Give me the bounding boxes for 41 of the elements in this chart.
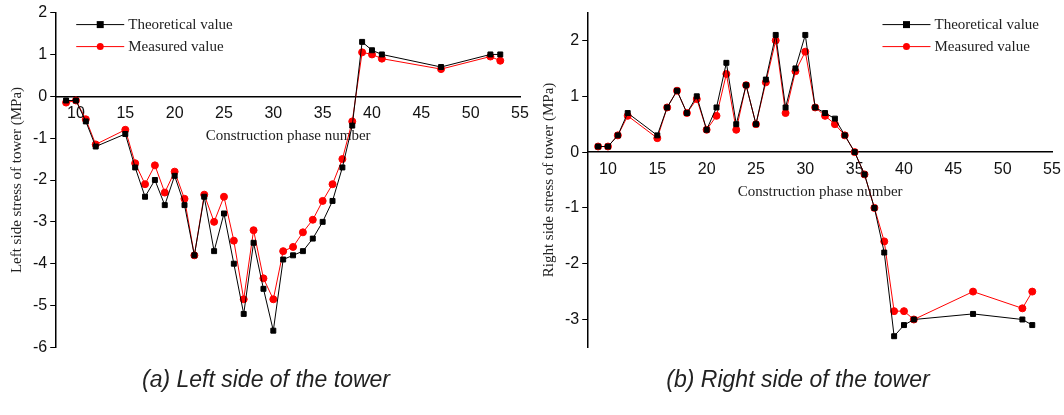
y-tick-label: -1 bbox=[32, 128, 48, 146]
x-tick-label: 10 bbox=[599, 160, 617, 178]
y-tick-label: -3 bbox=[564, 309, 580, 327]
y-tick-label: -3 bbox=[32, 212, 48, 230]
y-axis-title: Right side stress of tower (MPa) bbox=[539, 82, 557, 278]
y-tick-label: -5 bbox=[32, 295, 48, 313]
legend-label: Measured value bbox=[934, 37, 1031, 54]
y-tick-label: 0 bbox=[570, 142, 580, 160]
y-tick-label: -4 bbox=[32, 254, 48, 272]
text: (a) Left side of the tower bbox=[141, 366, 392, 393]
text: (b) Right side of the tower bbox=[665, 366, 932, 393]
y-tick-label: -1 bbox=[564, 198, 580, 216]
x-tick-label: 15 bbox=[116, 104, 135, 122]
y-tick-label: -2 bbox=[32, 170, 48, 188]
x-tick-label: 55 bbox=[1043, 160, 1061, 178]
y-axis-title: Left side stress of tower (MPa) bbox=[7, 86, 25, 274]
x-tick-label: 30 bbox=[796, 160, 815, 178]
y-tick-label: 2 bbox=[570, 30, 580, 48]
x-tick-label: 25 bbox=[215, 104, 233, 122]
x-tick-label: 20 bbox=[697, 160, 716, 178]
x-tick-label: 15 bbox=[648, 160, 667, 178]
x-tick-label: 45 bbox=[944, 160, 963, 178]
x-tick-label: 25 bbox=[747, 160, 765, 178]
y-tick-label: -6 bbox=[32, 337, 48, 355]
y-tick-label: 2 bbox=[38, 3, 48, 21]
x-tick-label: 35 bbox=[313, 104, 332, 122]
x-tick-label: 55 bbox=[511, 104, 529, 122]
legend-label: Measured value bbox=[128, 37, 224, 54]
x-tick-label: 40 bbox=[895, 160, 913, 178]
x-tick-label: 30 bbox=[264, 104, 283, 122]
x-tick-label: 45 bbox=[412, 104, 431, 122]
y-tick-label: 1 bbox=[38, 44, 48, 62]
y-tick-label: -2 bbox=[564, 254, 580, 272]
x-tick-label: 40 bbox=[363, 104, 381, 122]
legend-label: Theoretical value bbox=[128, 15, 234, 32]
x-tick-label: 50 bbox=[461, 104, 480, 122]
x-tick-label: 20 bbox=[165, 104, 184, 122]
y-tick-label: 1 bbox=[570, 86, 580, 104]
x-tick-label: 50 bbox=[993, 160, 1012, 178]
legend-label: Theoretical value bbox=[934, 15, 1040, 32]
y-tick-label: 0 bbox=[38, 86, 48, 104]
